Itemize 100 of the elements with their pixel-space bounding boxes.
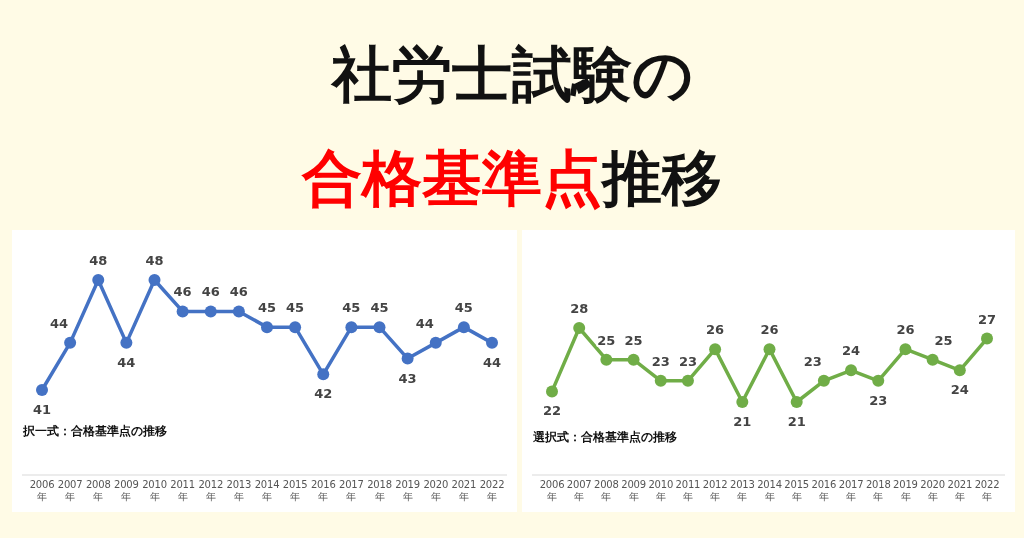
- x-tick-label: 2022年: [973, 479, 1001, 503]
- point: [627, 353, 640, 366]
- point: [317, 368, 330, 381]
- point: [926, 353, 939, 366]
- data-label: 23: [869, 392, 888, 408]
- x-tick-label: 2020年: [422, 479, 450, 503]
- x-tick-label: 2006年: [538, 479, 566, 503]
- data-label: 27: [977, 311, 997, 327]
- point: [429, 336, 442, 349]
- x-tick-label: 2022年: [478, 479, 506, 503]
- data-label: 25: [624, 332, 643, 348]
- x-tick-label: 2007年: [56, 479, 84, 503]
- data-label: 25: [934, 332, 953, 348]
- x-tick-label: 2014年: [756, 479, 783, 503]
- point: [64, 336, 77, 349]
- point: [845, 364, 858, 377]
- data-label: 26: [760, 322, 779, 338]
- text: 合格基準点: [302, 143, 602, 213]
- point: [92, 274, 105, 286]
- x-tick-label: 2021年: [450, 479, 478, 503]
- x-tick-label: 2014年: [253, 479, 281, 503]
- x-tick-label: 2013年: [225, 479, 253, 503]
- data-label: 26: [706, 322, 725, 338]
- point: [373, 321, 386, 334]
- point: [790, 396, 803, 408]
- data-label: 45: [454, 300, 473, 316]
- x-tick-label: 2010年: [647, 479, 675, 503]
- data-label: 46: [229, 284, 248, 300]
- text: 択一式：合格基準点の推移: [22, 424, 167, 438]
- text: 推移: [602, 143, 722, 213]
- data-label: 45: [286, 300, 305, 316]
- x-tick-label: 2016年: [309, 479, 337, 503]
- x-tick-label: 2017年: [837, 479, 865, 503]
- x-tick-label: 2012年: [701, 479, 729, 503]
- x-tick-label: 2008年: [84, 479, 112, 503]
- data-label: 23: [651, 353, 670, 369]
- x-tick-label: 2016年: [810, 479, 838, 503]
- point: [709, 343, 722, 356]
- data-label: 28: [570, 301, 589, 316]
- point: [289, 321, 302, 334]
- point: [486, 336, 498, 349]
- x-tick-label: 2011年: [169, 479, 196, 503]
- data-label: 23: [678, 353, 697, 369]
- x-tick-label: 2015年: [783, 479, 810, 503]
- x-tick-label: 2011年: [674, 479, 702, 503]
- x-tick-label: 2010年: [141, 479, 168, 503]
- data-label: 44: [482, 354, 502, 370]
- x-tick-label: 2007年: [565, 479, 593, 503]
- x-tick-label: 2015年: [281, 479, 309, 503]
- point: [232, 305, 245, 318]
- point: [120, 336, 133, 349]
- data-label: 45: [370, 300, 389, 316]
- point: [899, 343, 912, 356]
- point: [176, 305, 189, 318]
- point: [872, 374, 885, 387]
- x-tick-label: 2019年: [394, 479, 421, 503]
- x-tick-label: 2009年: [620, 479, 647, 503]
- data-label: 26: [896, 322, 915, 338]
- data-label: 24: [950, 382, 969, 398]
- data-label: 22: [542, 403, 562, 419]
- data-label: 46: [173, 284, 192, 300]
- data-label: 48: [145, 253, 164, 268]
- point: [546, 385, 558, 398]
- point: [573, 322, 586, 334]
- data-label: 44: [415, 315, 434, 331]
- x-tick-label: 2009年: [113, 479, 140, 503]
- point: [457, 321, 470, 334]
- point: [763, 343, 776, 356]
- point: [36, 384, 48, 396]
- x-tick-label: 2013年: [729, 479, 756, 503]
- data-label: 21: [787, 414, 806, 429]
- point: [736, 396, 749, 408]
- data-label: 46: [201, 284, 220, 300]
- data-label: 23: [803, 353, 822, 369]
- text: 選択式：合格基準点の推移: [532, 430, 677, 444]
- x-tick-label: 2008年: [593, 479, 620, 503]
- point: [401, 352, 414, 365]
- x-tick-label: 2006年: [28, 479, 56, 503]
- data-label: 41: [32, 402, 52, 417]
- x-tick-label: 2017年: [338, 479, 365, 503]
- text: 社労士試験の: [330, 38, 694, 110]
- point: [261, 321, 273, 334]
- data-label: 21: [733, 414, 752, 429]
- x-tick-label: 2018年: [366, 479, 393, 503]
- x-tick-label: 2018年: [864, 479, 892, 503]
- data-label: 44: [117, 354, 136, 370]
- data-label: 42: [314, 386, 333, 402]
- data-label: 25: [597, 332, 616, 348]
- x-tick-label: 2021年: [946, 479, 974, 503]
- point: [654, 374, 667, 387]
- x-tick-label: 2012年: [197, 479, 225, 503]
- data-label: 48: [89, 253, 108, 268]
- data-label: 24: [842, 343, 861, 359]
- point: [148, 274, 161, 286]
- point: [600, 353, 613, 366]
- point: [817, 374, 830, 387]
- point: [345, 321, 358, 334]
- point: [681, 374, 694, 387]
- data-label: 45: [342, 300, 361, 316]
- point: [981, 332, 993, 345]
